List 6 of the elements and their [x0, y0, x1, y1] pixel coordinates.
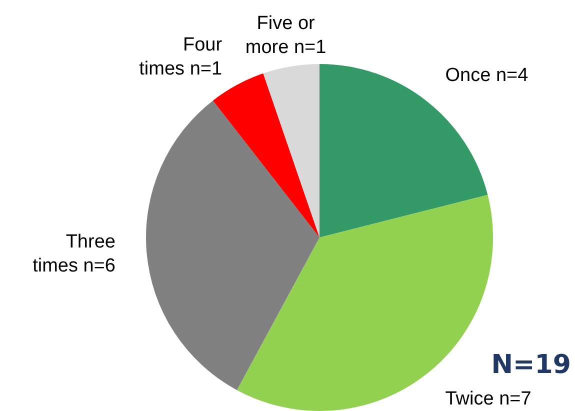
- slice-label: Three times n=6: [32, 232, 116, 277]
- slice-label: Four times n=1: [139, 34, 223, 80]
- slice-label: Once n=4: [445, 65, 529, 86]
- slice-label: Five or more n=1: [245, 12, 326, 58]
- slice-label: Twice n=7: [445, 388, 532, 410]
- text: N=19: [491, 350, 571, 380]
